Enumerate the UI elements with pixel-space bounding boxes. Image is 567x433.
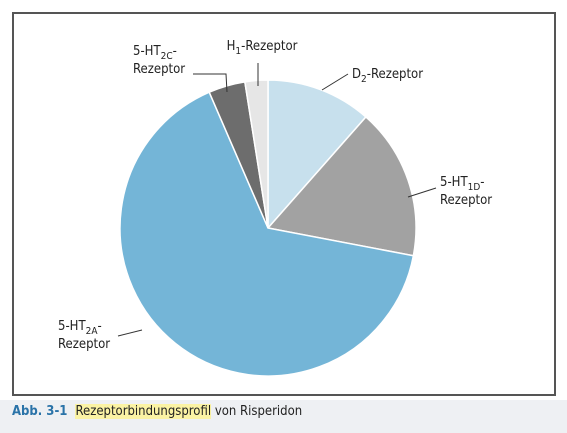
slice-label: 5-HT2A- Rezeptor — [58, 319, 110, 352]
caption: Abb. 3-1 Rezeptorbindungsprofil von Rispe… — [0, 400, 567, 433]
slice-label: 5-HT1D- Rezeptor — [440, 175, 492, 208]
label-line: - — [97, 319, 101, 334]
label-line: - — [173, 44, 177, 59]
figure-frame — [12, 12, 556, 396]
caption-text: von Risperidon — [214, 404, 303, 419]
label-line: 5-HT — [440, 175, 468, 190]
leader-line — [407, 187, 437, 198]
caption-highlight: Rezeptorbindungsprofil — [75, 404, 212, 419]
label-line: -Rezeptor — [241, 39, 297, 54]
label-line: Rezeptor — [58, 337, 110, 352]
label-line: H — [227, 39, 236, 54]
label-line: -Rezeptor — [367, 67, 423, 82]
label-subscript: 2 — [361, 74, 367, 85]
label-line: Rezeptor — [133, 62, 185, 77]
label-line: 5-HT — [133, 44, 161, 59]
pie-slice — [119, 91, 415, 377]
slice-label: D2-Rezeptor — [352, 67, 423, 85]
caption-label: Abb. 3-1 — [12, 404, 68, 419]
slice-label: H1-Rezeptor — [227, 39, 298, 57]
label-subscript: 2A — [86, 326, 99, 337]
leader-line — [193, 73, 228, 93]
label-line: - — [480, 175, 484, 190]
label-line: D — [352, 67, 361, 82]
label-subscript: 1 — [235, 46, 241, 57]
label-line: Rezeptor — [440, 193, 492, 208]
leader-line — [321, 73, 349, 91]
leader-line — [117, 329, 143, 337]
label-subscript: 2C — [161, 51, 173, 62]
pie-slice — [243, 79, 269, 229]
chart: D2-Rezeptor5-HT1D-Rezeptor5-HT2A-Rezepto… — [58, 39, 492, 377]
label-line: 5-HT — [58, 319, 86, 334]
pie-slice — [267, 79, 367, 230]
slice-label: 5-HT2C- Rezeptor — [133, 44, 185, 77]
label-subscript: 1D — [468, 182, 481, 193]
pie-slice — [266, 115, 417, 257]
